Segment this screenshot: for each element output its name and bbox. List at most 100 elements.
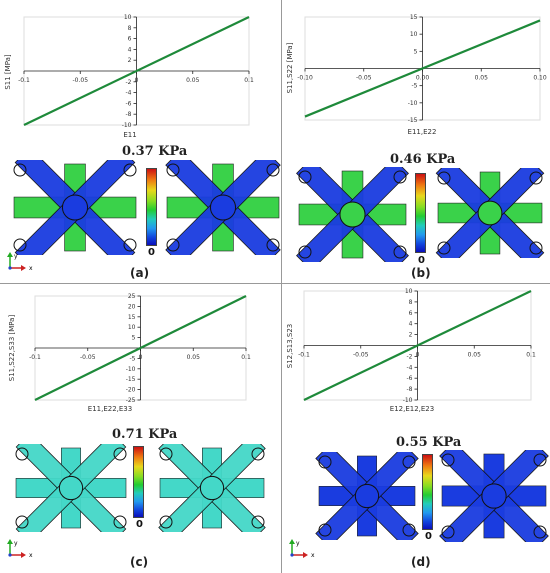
y-tick-label: -10 xyxy=(126,366,136,373)
x-tick-label: 0 xyxy=(135,77,139,84)
x-tick-label: -0.10 xyxy=(297,75,313,82)
x-tick-label: 0.1 xyxy=(244,77,254,84)
panel-label: (a) xyxy=(130,266,150,280)
y-tick-label: -15 xyxy=(126,376,136,383)
color-scale-zero-label: 0 xyxy=(425,531,432,542)
center-node xyxy=(339,201,366,228)
stress-strain-plot-c: -0.1 -0.05 0 0.05 0.1 -25 -20 -15 -10 -5 5 10 15 20 25… xyxy=(8,293,251,413)
x-tick-label: 0.10 xyxy=(533,75,547,82)
color-scale-bar xyxy=(133,446,144,518)
y-tick-label: 6 xyxy=(409,310,413,317)
corner-node xyxy=(166,163,180,177)
panel-label: (b) xyxy=(411,266,431,280)
center-node xyxy=(61,194,89,221)
y-arrowhead xyxy=(7,252,13,257)
x-tick-label: 0.05 xyxy=(468,352,482,359)
center-node xyxy=(58,475,84,501)
y-tick-label: 20 xyxy=(128,303,136,310)
x-tick-label: -0.1 xyxy=(29,354,41,361)
max-stress-title: 0.71 KPa xyxy=(112,427,178,442)
panel-c: -0.1 -0.05 0 0.05 0.1 -25 -20 -15 -10 -5 5 10 15 20 25… xyxy=(0,284,281,573)
corner-node xyxy=(393,245,407,259)
y-arrowhead xyxy=(289,539,295,544)
y-tick-label: -5 xyxy=(130,355,136,362)
lattice-view-right xyxy=(165,160,281,255)
color-scale-bar xyxy=(146,168,157,246)
corner-node xyxy=(441,525,455,539)
lattice-view-left xyxy=(296,167,409,262)
y-tick-label: -5 xyxy=(412,83,418,90)
y-tick-label: -10 xyxy=(403,397,413,404)
x-tick-label: 0.1 xyxy=(526,352,536,359)
corner-node xyxy=(266,238,280,252)
series-line xyxy=(303,290,532,401)
lattice-view-left xyxy=(315,452,419,540)
y-tick-label: 10 xyxy=(124,14,132,21)
y-tick-label: 6 xyxy=(128,36,132,43)
z-axis-dot xyxy=(8,553,12,557)
series-line xyxy=(23,16,250,126)
corner-node xyxy=(318,455,332,469)
vertical-divider xyxy=(281,0,282,573)
corner-node xyxy=(529,241,543,255)
y-tick-label: 4 xyxy=(409,321,413,328)
corner-node xyxy=(15,515,29,529)
x-axis-label: E11,E22 xyxy=(408,128,437,136)
x-arrowhead xyxy=(21,265,26,271)
axis-triad-icon: yx xyxy=(289,539,315,559)
corner-node xyxy=(159,515,173,529)
corner-node xyxy=(437,171,451,185)
corner-node xyxy=(266,163,280,177)
y-tick-label: 5 xyxy=(414,48,418,55)
x-axis-letter: x xyxy=(29,265,33,272)
corner-node xyxy=(533,525,547,539)
stress-strain-plot-b: -0.10 -0.05 0.00 0.05 0.10 -15 -10 -5 5 10 15 E11,E… xyxy=(286,14,547,136)
y-tick-label: 10 xyxy=(405,288,413,295)
corner-node xyxy=(166,238,180,252)
lattice-view-left xyxy=(13,160,137,255)
x-tick-label: -0.05 xyxy=(72,77,88,84)
lattice-view-right xyxy=(158,444,266,532)
y-axis-label: S11,S22,S33 [MPa] xyxy=(8,315,16,382)
max-stress-title: 0.46 KPa xyxy=(390,152,456,167)
y-axis-letter: y xyxy=(296,540,300,547)
y-tick-label: 4 xyxy=(128,46,132,53)
y-tick-label: -2 xyxy=(126,79,132,86)
x-tick-label: -0.1 xyxy=(298,352,310,359)
panel-d: -0.1 -0.05 0 0.05 0.1 -10 -8 -6 -4 -2 2 4 6 8 10 E12,E1… xyxy=(282,284,550,573)
y-axis-label: S11 [MPa] xyxy=(4,54,12,90)
max-stress-title: 0.55 KPa xyxy=(396,435,462,450)
corner-node xyxy=(123,163,137,177)
color-scale-zero-label: 0 xyxy=(148,247,155,258)
y-tick-label: 15 xyxy=(128,314,136,321)
corner-node xyxy=(113,515,127,529)
corner-node xyxy=(113,447,127,461)
center-node xyxy=(354,483,380,509)
corner-node xyxy=(533,453,547,467)
corner-node xyxy=(251,447,265,461)
center-node xyxy=(481,483,507,509)
y-tick-label: -8 xyxy=(407,386,413,393)
x-tick-label: -0.05 xyxy=(353,352,369,359)
corner-node xyxy=(437,241,451,255)
x-tick-label: 0.00 xyxy=(416,75,430,82)
stress-strain-plot-d: -0.1 -0.05 0 0.05 0.1 -10 -8 -6 -4 -2 2 4 6 8 10 E12,E1… xyxy=(286,288,536,413)
y-tick-label: 8 xyxy=(409,299,413,306)
corner-node xyxy=(529,171,543,185)
corner-node xyxy=(251,515,265,529)
corner-node xyxy=(298,170,312,184)
y-axis-letter: y xyxy=(14,253,18,260)
corner-node xyxy=(123,238,137,252)
x-axis-letter: x xyxy=(29,552,33,559)
y-tick-label: 25 xyxy=(128,293,136,300)
x-tick-label: -0.1 xyxy=(18,77,30,84)
x-tick-label: -0.05 xyxy=(356,75,372,82)
corner-node xyxy=(402,523,416,537)
y-tick-label: 15 xyxy=(410,14,418,21)
corner-node xyxy=(15,447,29,461)
y-tick-label: -6 xyxy=(126,100,132,107)
x-arrowhead xyxy=(21,552,26,558)
x-tick-label: 0.1 xyxy=(241,354,251,361)
y-tick-label: -25 xyxy=(126,397,136,404)
y-tick-label: -20 xyxy=(126,387,136,394)
